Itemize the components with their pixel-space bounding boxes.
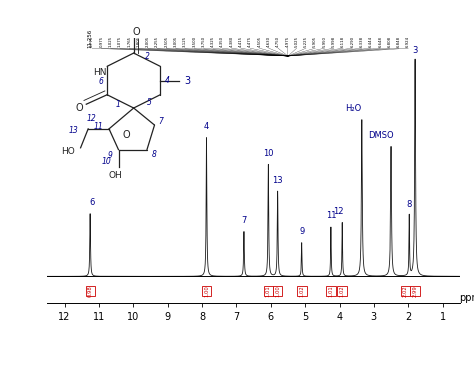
Text: 6.848: 6.848 <box>397 36 401 47</box>
Text: 2: 2 <box>145 52 149 61</box>
Text: 10: 10 <box>101 157 111 166</box>
Text: 5.025: 5.025 <box>295 36 299 47</box>
Bar <box>337 287 347 296</box>
Text: 3: 3 <box>184 75 190 86</box>
Text: 11: 11 <box>93 122 103 132</box>
Text: 5.905: 5.905 <box>313 36 317 47</box>
Text: 6: 6 <box>99 77 103 86</box>
Text: 6.118: 6.118 <box>341 36 345 47</box>
Bar <box>410 287 420 296</box>
Text: 6.924: 6.924 <box>406 36 410 47</box>
Text: 6.444: 6.444 <box>369 36 373 47</box>
Text: 5.950: 5.950 <box>322 36 327 47</box>
Bar <box>85 287 95 296</box>
Text: DMSO: DMSO <box>369 131 394 140</box>
Text: 0.98: 0.98 <box>88 286 93 298</box>
Text: O: O <box>122 130 130 141</box>
Text: 4.325: 4.325 <box>211 36 215 47</box>
Text: 7: 7 <box>158 117 163 126</box>
Text: ppm: ppm <box>459 293 474 303</box>
Text: 4: 4 <box>204 122 209 131</box>
Bar <box>202 287 211 296</box>
Text: 7: 7 <box>241 216 246 225</box>
Text: 2.02: 2.02 <box>403 286 408 298</box>
Text: 3.125: 3.125 <box>183 36 187 47</box>
Text: 12: 12 <box>87 114 97 123</box>
Text: 1.805: 1.805 <box>137 36 141 47</box>
Text: 4.475: 4.475 <box>248 36 252 47</box>
Text: HO: HO <box>61 147 75 156</box>
Text: 6.648: 6.648 <box>378 36 383 47</box>
Text: 5.225: 5.225 <box>304 36 308 47</box>
Text: 1.01: 1.01 <box>328 286 333 298</box>
Bar <box>273 287 283 296</box>
Bar <box>401 287 410 296</box>
Text: 1.765: 1.765 <box>128 36 131 47</box>
Text: 13: 13 <box>273 175 283 185</box>
Text: 13: 13 <box>69 126 79 135</box>
Text: OH: OH <box>109 171 123 180</box>
Text: 5: 5 <box>146 98 151 107</box>
Text: 0.775: 0.775 <box>90 36 94 47</box>
Text: 1.00: 1.00 <box>275 286 280 298</box>
Text: 1.00: 1.00 <box>204 286 209 298</box>
Text: O: O <box>132 27 140 37</box>
Text: 9: 9 <box>108 151 113 160</box>
Text: 5.998: 5.998 <box>332 36 336 47</box>
Text: 4.630: 4.630 <box>267 36 271 47</box>
Bar <box>297 287 307 296</box>
Text: 6.290: 6.290 <box>350 36 355 47</box>
Text: 1: 1 <box>116 100 121 109</box>
Text: 4.505: 4.505 <box>257 36 262 47</box>
Text: 4.750: 4.750 <box>276 36 280 47</box>
Text: 4: 4 <box>165 76 170 85</box>
Text: 1.02: 1.02 <box>340 286 345 298</box>
Text: 0.975: 0.975 <box>100 36 103 47</box>
Text: 1.02: 1.02 <box>299 286 304 298</box>
Text: 3: 3 <box>412 46 418 55</box>
Text: 11: 11 <box>326 211 336 221</box>
Text: H₂O: H₂O <box>345 104 361 113</box>
Bar <box>326 287 336 296</box>
Text: 3.500: 3.500 <box>192 36 196 47</box>
Text: 4.380: 4.380 <box>229 36 234 47</box>
Text: 8: 8 <box>152 150 156 159</box>
Text: 1.01: 1.01 <box>266 286 271 298</box>
Text: 2.99: 2.99 <box>412 286 418 298</box>
Text: 8: 8 <box>407 200 412 209</box>
Text: HN: HN <box>93 67 106 77</box>
Text: 2.505: 2.505 <box>164 36 168 47</box>
Text: 11.256: 11.256 <box>88 29 92 48</box>
Text: 6.338: 6.338 <box>360 36 364 47</box>
Text: 3.750: 3.750 <box>201 36 206 47</box>
Text: 4.350: 4.350 <box>220 36 224 47</box>
Text: 1.025: 1.025 <box>109 36 113 47</box>
Text: 12: 12 <box>333 207 343 216</box>
Text: 2.005: 2.005 <box>146 36 150 47</box>
Bar <box>264 287 273 296</box>
Text: O: O <box>76 103 83 113</box>
Text: 2.255: 2.255 <box>155 36 159 47</box>
Text: 9: 9 <box>299 227 304 236</box>
Text: 4.415: 4.415 <box>239 36 243 47</box>
Text: 10: 10 <box>263 149 273 158</box>
Text: 6.808: 6.808 <box>388 36 392 47</box>
Text: 6: 6 <box>89 198 94 207</box>
Text: 3.005: 3.005 <box>174 36 178 47</box>
Text: 4.975: 4.975 <box>285 36 289 47</box>
Text: 1.075: 1.075 <box>118 36 122 47</box>
